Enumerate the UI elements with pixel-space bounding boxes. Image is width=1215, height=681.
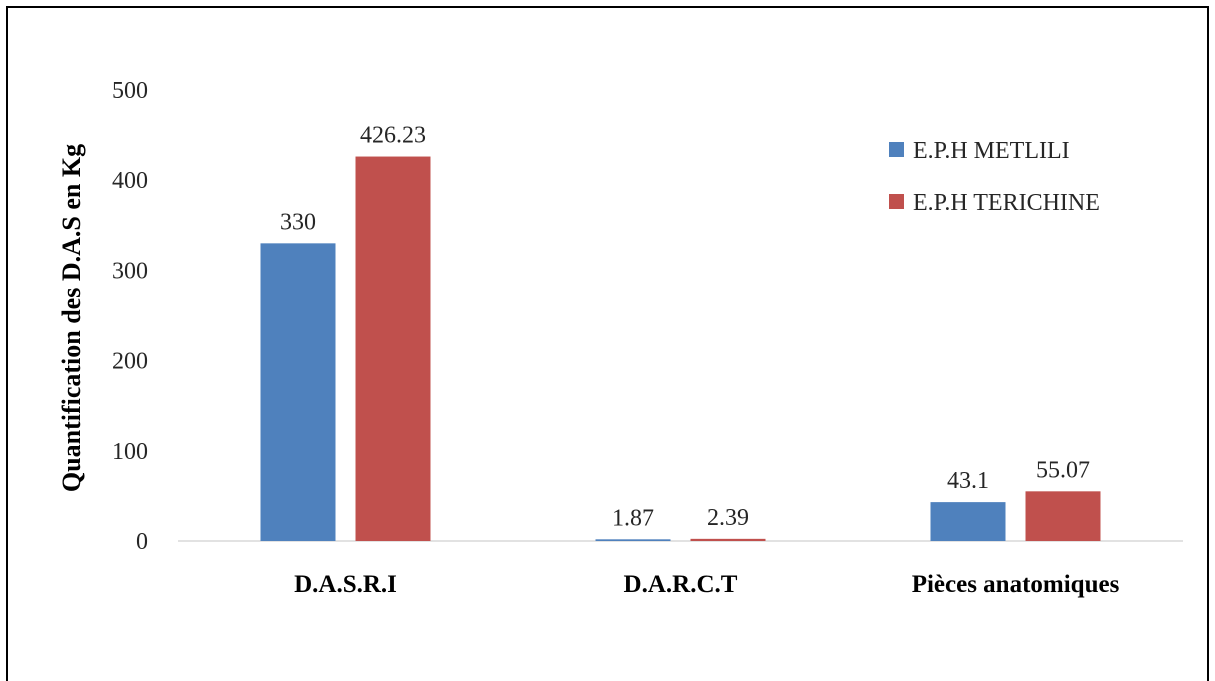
category-label: Pièces anatomiques (912, 571, 1120, 598)
category-label: D.A.S.R.I (294, 571, 397, 598)
data-label: 1.87 (612, 505, 654, 531)
bar-metlili-2 (930, 502, 1006, 541)
y-tick-label: 100 (112, 439, 148, 465)
legend-swatch (889, 194, 904, 209)
bar-metlili-0 (260, 243, 336, 541)
bar-metlili-1 (595, 539, 671, 541)
data-label: 43.1 (947, 468, 989, 494)
legend: E.P.H METLILI E.P.H TERICHINE (889, 138, 1100, 216)
y-tick-label: 400 (112, 168, 148, 194)
bar-terichine-0 (355, 156, 431, 542)
data-label: 426.23 (360, 123, 426, 149)
category-label: D.A.R.C.T (624, 571, 738, 598)
chart-frame (6, 6, 1209, 681)
data-label: 55.07 (1036, 457, 1090, 483)
data-labels: 330 426.23 1.87 2.39 43.1 55.07 (280, 123, 1090, 532)
bar-terichine-1 (690, 538, 766, 541)
category-labels: D.A.S.R.I D.A.R.C.T Pièces anatomiques (294, 571, 1119, 598)
y-tick-label: 0 (136, 529, 148, 555)
y-axis-title: Quantification des D.A.S en Kg (57, 144, 86, 492)
legend-swatch (889, 142, 904, 157)
bars (260, 156, 1101, 542)
y-axis-ticks: 0 100 200 300 400 500 (112, 78, 148, 555)
data-label: 2.39 (707, 505, 749, 531)
legend-label: E.P.H TERICHINE (913, 190, 1100, 216)
y-tick-label: 200 (112, 349, 148, 375)
bar-terichine-2 (1025, 491, 1101, 541)
y-tick-label: 500 (112, 78, 148, 104)
data-label: 330 (280, 209, 316, 235)
legend-label: E.P.H METLILI (913, 138, 1070, 164)
y-tick-label: 300 (112, 258, 148, 284)
